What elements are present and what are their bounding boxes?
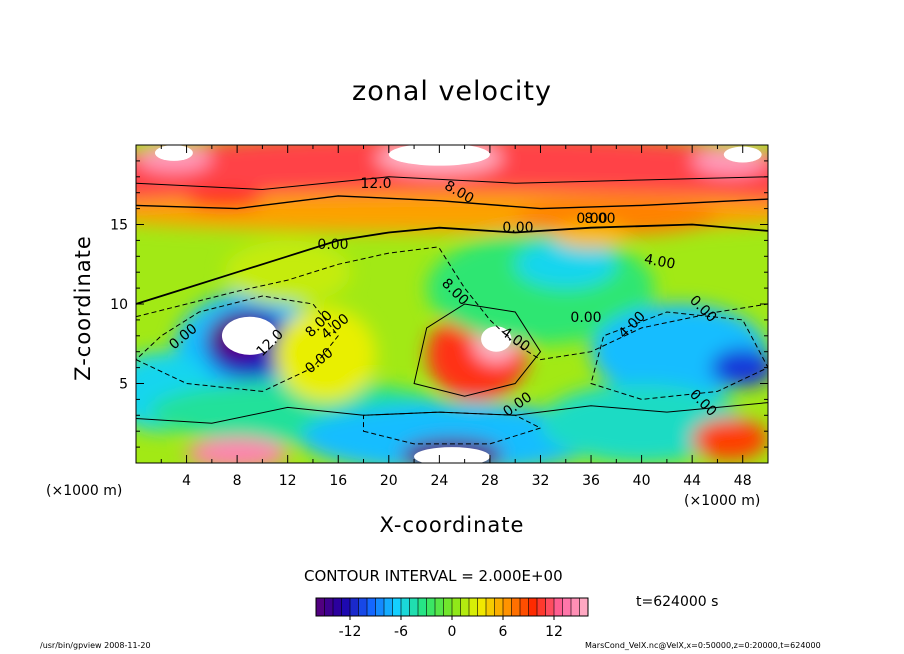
- field-saturated-region: [154, 145, 193, 161]
- y-tick-label: 5: [119, 377, 128, 393]
- field-region: [692, 418, 768, 460]
- field-region: [515, 240, 617, 289]
- x-tick-label: 44: [683, 473, 701, 489]
- field-saturated-region: [221, 316, 278, 355]
- colorbar-swatch: [545, 598, 555, 616]
- colorbar-tick-label: -6: [394, 624, 408, 640]
- colorbar-swatch: [486, 598, 495, 616]
- field-saturated-region: [388, 145, 490, 166]
- contour-line: [136, 246, 440, 318]
- colorbar-tick-label: 12: [545, 624, 563, 640]
- colorbar-swatch: [401, 598, 410, 616]
- colorbar-tick-label: 0: [448, 624, 457, 640]
- contour-label: 0.00: [570, 310, 601, 326]
- contour-line: [136, 402, 768, 424]
- colorbar-swatch: [341, 598, 351, 616]
- x-tick-label: 8: [233, 473, 242, 489]
- contour-line: [413, 303, 542, 397]
- contour-label: 0.00: [502, 220, 533, 236]
- field-saturated-region: [414, 447, 490, 463]
- x-tick-label: 40: [633, 473, 651, 489]
- colorbar-swatch: [460, 598, 470, 616]
- x-tick-label: 16: [329, 473, 347, 489]
- contour-label: 12.0: [360, 176, 391, 192]
- velocity-field: [136, 145, 768, 463]
- colorbar-swatch: [511, 598, 521, 616]
- contour-line: [136, 195, 768, 210]
- chart-title: zonal velocity: [352, 76, 552, 107]
- time-label: t=624000 s: [636, 594, 719, 610]
- contour-label: 4.00: [643, 251, 676, 272]
- x-tick-label: 48: [734, 473, 752, 489]
- x-tick-label: 36: [582, 473, 600, 489]
- colorbar-swatch: [469, 598, 478, 616]
- contour-label: 0.00: [576, 211, 607, 227]
- contour-label: 0.00: [317, 237, 348, 253]
- x-tick-label: 4: [182, 473, 191, 489]
- colorbar-swatch: [350, 598, 359, 616]
- field-region: [711, 348, 768, 387]
- footer-left: /usr/bin/gpview 2008-11-20: [40, 641, 151, 650]
- x-tick-label: 12: [279, 473, 297, 489]
- colorbar-swatch: [579, 598, 589, 616]
- contour-lines: [136, 176, 768, 445]
- y-tick-label: 15: [110, 218, 128, 234]
- field-region: [186, 437, 288, 463]
- contour-line: [590, 311, 768, 400]
- field-region: [300, 402, 604, 463]
- colorbar-swatch: [452, 598, 461, 616]
- y-tick-label: 10: [110, 297, 128, 313]
- colorbar-swatch: [443, 598, 453, 616]
- colorbar-swatch: [520, 598, 529, 616]
- colorbar-swatch: [324, 598, 334, 616]
- colorbar-swatch: [528, 598, 538, 616]
- colorbar-swatch: [426, 598, 436, 616]
- colorbar-swatch: [375, 598, 385, 616]
- colorbar-swatch: [554, 598, 563, 616]
- colorbar-swatch: [537, 598, 546, 616]
- contour-line: [363, 411, 542, 445]
- colorbar-swatch: [435, 598, 444, 616]
- colorbar-swatch: [333, 598, 342, 616]
- contour-label: 8.00: [584, 211, 615, 227]
- colorbar-swatch: [392, 598, 402, 616]
- contour-line: [136, 176, 768, 191]
- colorbar-tick-label: 6: [499, 624, 508, 640]
- x-tick-label: 24: [430, 473, 448, 489]
- colorbar-swatch: [367, 598, 376, 616]
- colorbar-tick-label: -12: [339, 624, 362, 640]
- x-axis-label: X-coordinate: [379, 513, 525, 537]
- contour-line: [438, 248, 768, 361]
- contour-interval-label: CONTOUR INTERVAL = 2.000E+00: [304, 567, 563, 585]
- colorbar-swatch: [571, 598, 580, 616]
- x-unit-left: (×1000 m): [46, 483, 123, 499]
- colorbar-swatch: [384, 598, 393, 616]
- x-tick-label: 20: [380, 473, 398, 489]
- colorbar: -12 -6 0 6 12: [315, 597, 589, 640]
- contour-line: [136, 223, 768, 305]
- colorbar-swatch: [503, 598, 512, 616]
- colorbar-swatch: [358, 598, 368, 616]
- x-tick-label: 28: [481, 473, 499, 489]
- colorbar-swatch: [409, 598, 419, 616]
- field-region: [540, 383, 743, 463]
- colorbar-swatch: [477, 598, 487, 616]
- field-region: [275, 307, 377, 403]
- footer-right: MarsCond_VelX.nc@VelX,x=0:50000,z=0:2000…: [585, 641, 821, 650]
- field-region: [224, 240, 351, 304]
- field-saturated-region: [723, 146, 762, 163]
- field-region: [186, 189, 263, 209]
- contour-line: [136, 295, 339, 392]
- colorbar-swatch: [562, 598, 572, 616]
- colorbar-swatch: [418, 598, 427, 616]
- x-unit-right: (×1000 m): [684, 493, 761, 509]
- x-tick-label: 32: [532, 473, 550, 489]
- colorbar-swatch: [316, 598, 325, 616]
- colorbar-swatch: [494, 598, 504, 616]
